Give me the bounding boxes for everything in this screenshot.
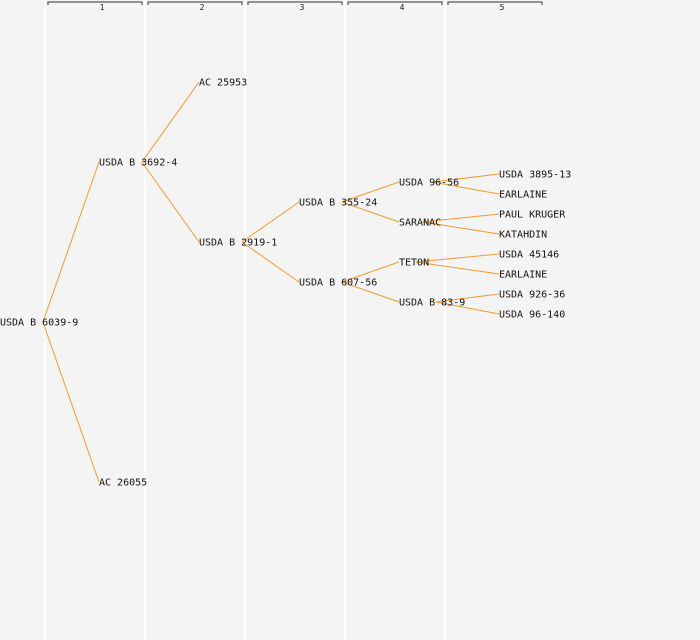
generation-bracket (247, 1, 343, 5)
generation-label: 5 (500, 3, 505, 12)
pedigree-node[interactable]: AC 25953 (199, 78, 247, 89)
pedigree-edge (341, 261, 400, 283)
generation-headers: 1 2 3 4 5 (47, 1, 543, 12)
generation-columns (44, 0, 446, 640)
pedigree-edge (341, 181, 400, 203)
pedigree-edge (415, 261, 500, 275)
pedigree-edge (141, 161, 200, 243)
pedigree-node[interactable]: EARLAINE (499, 190, 547, 201)
pedigree-node[interactable]: USDA B 607-56 (299, 278, 377, 289)
pedigree-edge (241, 241, 300, 283)
pedigree-edge (141, 81, 200, 163)
pedigree-node[interactable]: USDA B 3692-4 (99, 158, 177, 169)
pedigree-node[interactable]: USDA 3895-13 (499, 170, 571, 181)
pedigree-node[interactable]: USDA B 2919-1 (199, 238, 277, 249)
pedigree-node[interactable]: USDA B 83-9 (399, 298, 465, 309)
generation-bracket (347, 1, 443, 5)
pedigree-node[interactable]: USDA 96-140 (499, 310, 565, 321)
pedigree-node[interactable]: USDA B 355-24 (299, 198, 377, 209)
pedigree-node[interactable]: SARANAC (399, 218, 441, 229)
pedigree-edge (415, 253, 500, 263)
generation-bracket (47, 1, 143, 5)
pedigree-edge (42, 321, 100, 483)
generation-label: 4 (400, 3, 405, 12)
pedigree-edge (422, 213, 500, 223)
pedigree-node[interactable]: USDA 96-56 (399, 178, 459, 189)
generation-label: 3 (300, 3, 305, 12)
pedigree-edge (432, 173, 500, 183)
pedigree-node[interactable]: AC 26055 (99, 478, 147, 489)
pedigree-node[interactable]: KATAHDIN (499, 230, 547, 241)
pedigree-edge (435, 301, 500, 315)
pedigree-edge (241, 201, 300, 243)
generation-label: 2 (200, 3, 205, 12)
generation-label: 1 (100, 3, 105, 12)
pedigree-node[interactable]: EARLAINE (499, 270, 547, 281)
generation-bracket (147, 1, 243, 5)
generation-bracket (447, 1, 543, 5)
pedigree-edge (432, 181, 500, 195)
pedigree-node[interactable]: USDA B 6039-9 (0, 318, 78, 329)
pedigree-edges (42, 81, 500, 483)
pedigree-edge (42, 161, 100, 323)
pedigree-node[interactable]: TETON (399, 258, 429, 269)
pedigree-node[interactable]: USDA 926-36 (499, 290, 565, 301)
pedigree-nodes: USDA B 6039-9 USDA B 3692-4 AC 26055 AC 259… (0, 78, 571, 489)
pedigree-node[interactable]: USDA 45146 (499, 250, 559, 261)
pedigree-edge (341, 281, 400, 303)
pedigree-edge (341, 201, 400, 223)
pedigree-node[interactable]: PAUL KRUGER (499, 210, 566, 221)
pedigree-edge (422, 221, 500, 235)
pedigree-edge (435, 293, 500, 303)
